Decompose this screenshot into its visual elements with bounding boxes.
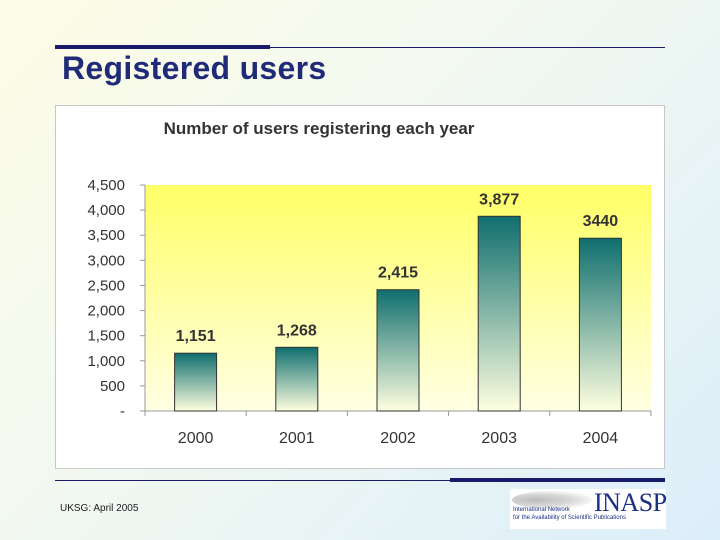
footer-rule-thick bbox=[450, 478, 665, 482]
y-tick-label: 3,500 bbox=[87, 227, 125, 244]
y-tick-label: 1,000 bbox=[87, 353, 125, 370]
data-label: 3440 bbox=[583, 213, 619, 230]
chart-panel: Number of users registering each year - 5… bbox=[55, 105, 665, 469]
logo-tagline-line2: for the Availability of Scientific Publi… bbox=[513, 515, 626, 521]
y-tick-label: 1,500 bbox=[87, 328, 125, 345]
data-label: 3,877 bbox=[479, 191, 519, 208]
title-rule-thick bbox=[55, 45, 270, 49]
y-tick-label: - bbox=[120, 403, 125, 420]
globe-icon bbox=[512, 491, 592, 509]
logo-tagline-line1: International Network bbox=[513, 507, 570, 513]
y-tick-label: 2,500 bbox=[87, 277, 125, 294]
x-tick-label: 2000 bbox=[178, 430, 214, 447]
y-tick-label: 500 bbox=[100, 378, 125, 395]
y-tick-label: 3,000 bbox=[87, 252, 125, 269]
data-label: 1,268 bbox=[277, 322, 317, 339]
x-tick-label: 2001 bbox=[279, 430, 315, 447]
slide-title: Registered users bbox=[62, 50, 327, 86]
y-tick-label: 2,000 bbox=[87, 303, 125, 320]
bar-2002 bbox=[376, 289, 420, 412]
footer-rule-thin bbox=[55, 480, 665, 481]
x-tick-label: 2003 bbox=[481, 430, 517, 447]
y-tick-label: 4,000 bbox=[87, 202, 125, 219]
title-rule-thin bbox=[55, 47, 665, 48]
bar-chart: Number of users registering each year - 5… bbox=[87, 119, 652, 447]
footer-text: UKSG: April 2005 bbox=[60, 503, 139, 514]
bar-2001 bbox=[275, 346, 319, 412]
bar-2003 bbox=[477, 215, 521, 412]
bar-2000 bbox=[174, 352, 218, 412]
logo-tagline: International Network for the Availabili… bbox=[513, 506, 667, 522]
data-label: 2,415 bbox=[378, 265, 418, 282]
y-tick-label: 4,500 bbox=[87, 177, 125, 194]
data-label: 1,151 bbox=[176, 328, 216, 345]
logo-name: INASP bbox=[594, 488, 667, 517]
x-tick-label: 2002 bbox=[380, 430, 416, 447]
inasp-logo: INASP International Network for the Avai… bbox=[510, 488, 667, 529]
bar-2004 bbox=[578, 237, 622, 412]
chart-title: Number of users registering each year bbox=[164, 119, 475, 138]
x-tick-label: 2004 bbox=[583, 430, 619, 447]
